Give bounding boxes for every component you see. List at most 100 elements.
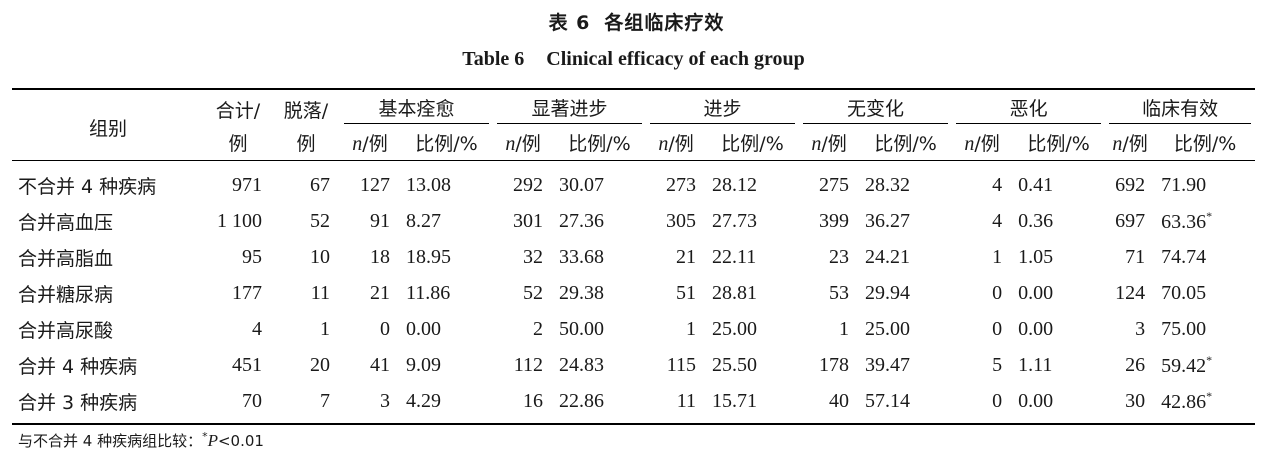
ratio-cell: 29.38	[559, 281, 605, 304]
header-marked-improvement: 显著进步	[493, 88, 647, 124]
table-row: 不合并 4 种疾病 971 67 127 13.08 292 30.07 273 28.12 27…	[12, 161, 1255, 204]
count-cell: 124	[1115, 281, 1146, 304]
header-no-change: 无变化	[799, 88, 953, 124]
dropout-cell: 52	[310, 209, 330, 232]
table-row: 合并 4 种疾病 451 20 41 9.09 112 24.83 115 25.50 178 39…	[12, 347, 1255, 383]
count-cell: 51	[676, 281, 697, 304]
header-n: n/例	[493, 124, 554, 161]
count-cell: 697	[1115, 209, 1146, 232]
group-name-cell: 合并高脂血	[18, 247, 114, 270]
total-cell: 177	[232, 281, 262, 304]
dropout-cell: 20	[310, 353, 330, 376]
count-cell: 0	[380, 317, 390, 340]
count-cell: 30	[1105, 383, 1156, 425]
count-cell: 21	[676, 245, 697, 268]
header-cured: 基本痊愈	[340, 88, 494, 124]
count-cell: 115	[666, 353, 697, 376]
header-clinical-effective: 临床有效	[1105, 88, 1256, 124]
ratio-value: 42.86	[1161, 390, 1207, 413]
count-cell: 71	[1125, 245, 1146, 268]
count-cell: 21	[370, 281, 390, 304]
header-n: n/例	[952, 124, 1013, 161]
count-cell: 399	[819, 209, 850, 232]
count-cell: 16	[493, 383, 554, 425]
footnote-p: P	[207, 431, 218, 450]
header-ratio: 比例/%	[1155, 124, 1256, 161]
count-cell: 40	[799, 383, 860, 425]
table-title-english: Table 6 Clinical efficacy of each group	[0, 48, 1267, 71]
ratio-cell: 74.74	[1161, 245, 1207, 268]
header-ratio: 比例/%	[1012, 124, 1106, 161]
ratio-cell: 0.00	[406, 317, 441, 340]
table-body: 不合并 4 种疾病 971 67 127 13.08 292 30.07 273 28.12 27…	[12, 161, 1256, 425]
group-name-cell: 不合并 4 种疾病	[18, 175, 157, 198]
ratio-cell: 25.00	[712, 317, 758, 340]
ratio-cell: 59.42*	[1155, 347, 1255, 383]
ratio-cell: 1.05	[1018, 245, 1054, 268]
ratio-cell: 25.50	[712, 353, 758, 376]
header-ratio: 比例/%	[859, 124, 953, 161]
header-total-line1: 合计/	[204, 88, 272, 124]
table-caption-cn: 各组临床疗效	[604, 12, 725, 34]
ratio-cell: 39.47	[865, 353, 911, 376]
header-dropout-line2: 例	[272, 124, 340, 161]
ratio-cell: 0.36	[1018, 209, 1054, 232]
ratio-cell: 27.36	[559, 209, 605, 232]
ratio-cell: 75.00	[1161, 317, 1207, 340]
total-cell: 4	[252, 317, 262, 340]
footnote-mark: *	[202, 430, 208, 443]
table-footnote: 与不合并 4 种疾病组比较：*P<0.01	[18, 430, 264, 451]
group-name-cell: 合并高尿酸	[18, 319, 114, 342]
ratio-cell: 63.36*	[1155, 203, 1255, 239]
group-name-cell: 合并高血压	[18, 211, 114, 234]
clinical-efficacy-table: 组别 合计/ 脱落/ 基本痊愈 显著进步 进步 无变化 恶化 临床有效 例 例 …	[12, 88, 1256, 425]
ratio-cell: 22.86	[553, 383, 647, 425]
header-total-line2: 例	[204, 124, 272, 161]
total-cell: 95	[242, 245, 262, 268]
count-cell: 292	[513, 173, 544, 196]
count-cell: 275	[819, 173, 850, 196]
total-cell: 1 100	[217, 209, 262, 232]
ratio-cell: 71.90	[1161, 173, 1207, 196]
count-cell: 3	[340, 383, 400, 425]
table-row: 合并高脂血 95 10 18 18.95 32 33.68 21 22.11 23 24.21 1 1.…	[12, 239, 1255, 275]
header-row-top: 组别 合计/ 脱落/ 基本痊愈 显著进步 进步 无变化 恶化 临床有效	[12, 88, 1256, 161]
ratio-value: 63.36	[1161, 210, 1207, 233]
ratio-cell: 0.00	[1018, 317, 1054, 340]
header-group: 组别	[12, 88, 204, 161]
count-cell: 305	[666, 209, 697, 232]
header-n: n/例	[340, 124, 400, 161]
footnote-threshold: <0.01	[217, 432, 264, 450]
count-cell: 4	[992, 173, 1003, 196]
ratio-value: 59.42	[1161, 354, 1207, 377]
count-cell: 32	[523, 245, 544, 268]
header-dropout-line1: 脱落/	[272, 88, 340, 124]
ratio-cell: 15.71	[706, 383, 800, 425]
ratio-cell: 9.09	[406, 353, 441, 376]
count-cell: 1	[839, 317, 850, 340]
count-cell: 2	[533, 317, 544, 340]
ratio-cell: 13.08	[406, 173, 451, 196]
ratio-cell: 11.86	[406, 281, 451, 304]
header-row-bottom: 例 例 n/例 比例/% n/例 比例/% n/例 比例/% n/例 比例/% …	[12, 124, 1256, 161]
ratio-cell: 0.00	[1018, 281, 1054, 304]
ratio-cell: 28.81	[712, 281, 758, 304]
dropout-cell: 7	[272, 383, 340, 425]
count-cell: 3	[1135, 317, 1146, 340]
ratio-cell: 30.07	[559, 173, 605, 196]
group-name-cell: 合并 4 种疾病	[18, 355, 138, 378]
ratio-cell: 33.68	[559, 245, 605, 268]
total-cell: 451	[232, 353, 262, 376]
dropout-cell: 67	[310, 173, 330, 196]
count-cell: 301	[513, 209, 544, 232]
header-ratio: 比例/%	[553, 124, 647, 161]
ratio-cell: 36.27	[865, 209, 911, 232]
ratio-cell: 1.11	[1018, 353, 1053, 376]
dropout-cell: 10	[310, 245, 330, 268]
count-cell: 112	[513, 353, 544, 376]
ratio-cell: 8.27	[406, 209, 441, 232]
count-cell: 52	[523, 281, 544, 304]
total-cell: 70	[204, 383, 272, 425]
dropout-cell: 11	[310, 281, 330, 304]
ratio-cell: 24.21	[865, 245, 911, 268]
